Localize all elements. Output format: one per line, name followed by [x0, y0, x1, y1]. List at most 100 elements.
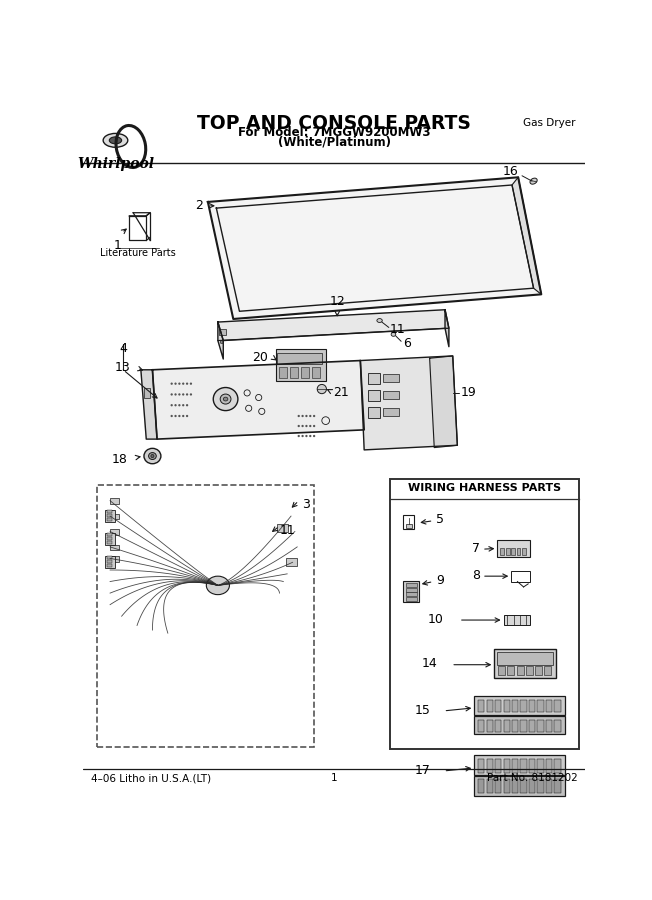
- Circle shape: [178, 382, 181, 385]
- Circle shape: [186, 415, 188, 418]
- Text: 1: 1: [331, 773, 338, 783]
- Text: 3: 3: [303, 499, 310, 511]
- Circle shape: [182, 404, 185, 407]
- Bar: [383, 392, 399, 399]
- Bar: [110, 514, 119, 519]
- Circle shape: [171, 393, 173, 396]
- Bar: [507, 666, 514, 676]
- Text: 18: 18: [112, 453, 128, 465]
- Circle shape: [313, 415, 316, 418]
- Circle shape: [174, 404, 177, 407]
- Text: 19: 19: [460, 386, 476, 400]
- Text: 11: 11: [390, 323, 406, 337]
- Text: 15: 15: [414, 705, 430, 717]
- Bar: [520, 760, 527, 772]
- Ellipse shape: [220, 394, 231, 404]
- Bar: [535, 666, 542, 676]
- Bar: [301, 366, 309, 377]
- Text: For Model: 7MGGW9200MW3: For Model: 7MGGW9200MW3: [238, 127, 430, 140]
- Bar: [406, 592, 417, 596]
- Bar: [503, 700, 510, 713]
- Circle shape: [182, 382, 185, 385]
- Bar: [520, 700, 527, 713]
- Bar: [503, 720, 510, 732]
- Bar: [516, 666, 524, 676]
- Bar: [406, 597, 417, 601]
- Circle shape: [301, 435, 304, 437]
- Bar: [383, 409, 399, 416]
- Text: Part No. 8181202: Part No. 8181202: [487, 773, 578, 783]
- Bar: [537, 760, 544, 772]
- Bar: [474, 696, 565, 715]
- Circle shape: [190, 382, 192, 385]
- Bar: [144, 388, 150, 398]
- Circle shape: [301, 415, 304, 418]
- Ellipse shape: [530, 178, 537, 184]
- Bar: [520, 779, 527, 793]
- Circle shape: [186, 382, 188, 385]
- Bar: [474, 716, 565, 734]
- Bar: [529, 760, 535, 772]
- Bar: [512, 760, 518, 772]
- Bar: [511, 571, 529, 581]
- Polygon shape: [361, 356, 457, 450]
- Bar: [280, 366, 287, 377]
- Bar: [105, 556, 115, 569]
- Bar: [522, 548, 526, 554]
- Circle shape: [297, 425, 300, 427]
- Bar: [529, 779, 535, 793]
- Bar: [286, 558, 297, 566]
- Bar: [107, 537, 112, 540]
- Text: 5: 5: [436, 513, 444, 526]
- Bar: [546, 720, 552, 732]
- Text: 8: 8: [473, 569, 481, 582]
- Circle shape: [318, 384, 327, 393]
- Text: 12: 12: [329, 295, 345, 308]
- Circle shape: [305, 415, 308, 418]
- Bar: [110, 556, 119, 562]
- Polygon shape: [512, 177, 541, 294]
- Text: 13: 13: [115, 361, 131, 374]
- Circle shape: [309, 415, 312, 418]
- Text: 10: 10: [428, 613, 444, 626]
- Circle shape: [174, 393, 177, 396]
- Bar: [495, 779, 501, 793]
- Bar: [495, 700, 501, 713]
- Bar: [110, 529, 119, 535]
- Bar: [368, 407, 380, 418]
- Bar: [511, 548, 515, 554]
- Bar: [497, 540, 529, 557]
- Bar: [368, 373, 380, 383]
- Text: 7: 7: [473, 542, 481, 555]
- Bar: [546, 779, 552, 793]
- Bar: [404, 516, 414, 529]
- Bar: [537, 720, 544, 732]
- Circle shape: [297, 415, 300, 418]
- Bar: [107, 556, 112, 559]
- Bar: [537, 779, 544, 793]
- Circle shape: [186, 393, 188, 396]
- Text: TOP AND CONSOLE PARTS: TOP AND CONSOLE PARTS: [197, 114, 471, 133]
- Bar: [276, 349, 326, 382]
- Circle shape: [297, 435, 300, 437]
- Bar: [516, 548, 520, 554]
- Bar: [478, 760, 484, 772]
- Polygon shape: [218, 310, 449, 340]
- Circle shape: [220, 340, 223, 344]
- Ellipse shape: [144, 448, 161, 464]
- Text: 20: 20: [252, 351, 268, 364]
- Circle shape: [174, 415, 177, 418]
- Circle shape: [182, 393, 185, 396]
- Bar: [486, 720, 493, 732]
- Circle shape: [313, 425, 316, 427]
- Ellipse shape: [377, 319, 382, 322]
- Bar: [390, 479, 579, 749]
- Ellipse shape: [103, 133, 128, 148]
- Bar: [107, 514, 112, 517]
- Circle shape: [171, 415, 173, 418]
- Circle shape: [305, 435, 308, 437]
- Bar: [497, 652, 553, 665]
- Bar: [554, 760, 561, 772]
- Bar: [406, 524, 412, 527]
- Bar: [220, 329, 226, 335]
